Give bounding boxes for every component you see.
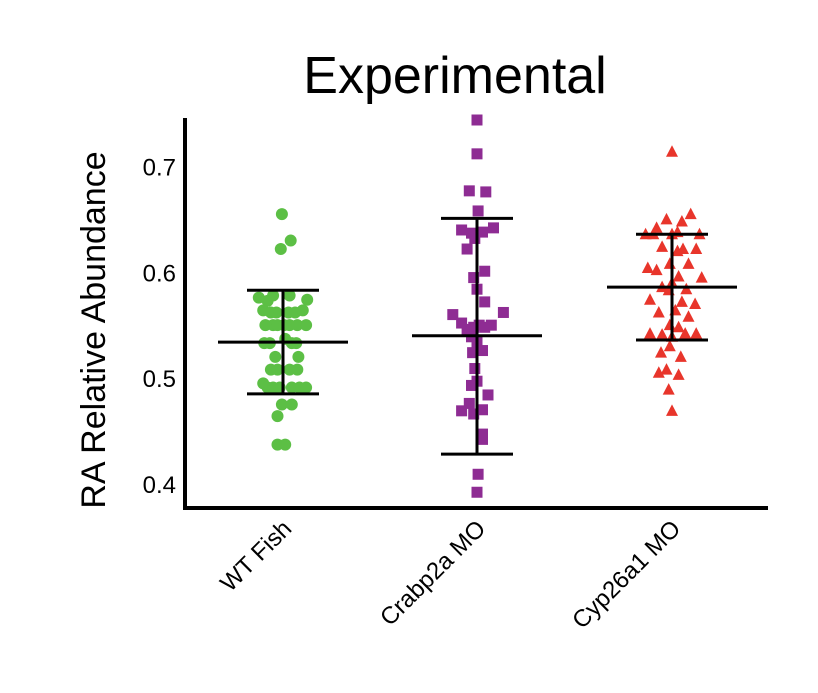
y-tick-label: 0.6: [143, 260, 176, 287]
data-point: [463, 185, 475, 197]
data-point: [662, 383, 675, 395]
data-point: [275, 398, 288, 411]
data-point: [300, 319, 313, 332]
data-point: [267, 289, 280, 302]
data-point: [672, 320, 685, 333]
data-point: [650, 263, 663, 276]
data-point: [477, 226, 488, 238]
data-point: [656, 328, 669, 340]
data-point: [291, 319, 304, 332]
data-point: [479, 321, 491, 333]
data-point: [472, 205, 484, 217]
data-point: [672, 368, 685, 380]
data-point: [660, 363, 673, 375]
data-point: [674, 350, 687, 362]
y-tick-label: 0.4: [143, 472, 176, 499]
data-point: [468, 272, 480, 284]
data-point: [675, 215, 688, 227]
data-point: [652, 305, 665, 318]
data-point: [471, 148, 483, 160]
data-point: [666, 404, 678, 416]
data-point: [469, 232, 481, 244]
data-point: [469, 363, 481, 375]
data-point: [300, 381, 313, 394]
data-point: [656, 240, 669, 252]
data-point: [291, 363, 304, 376]
data-point: [284, 234, 297, 247]
data-point: [456, 224, 468, 236]
data-point: [644, 327, 656, 339]
data-point: [479, 296, 491, 308]
y-axis-label: RA Relative Abundance: [75, 151, 113, 508]
data-point: [675, 295, 688, 307]
data-point: [682, 310, 695, 322]
data-point: [663, 339, 676, 352]
data-point: [269, 350, 282, 363]
data-point: [690, 242, 703, 255]
data-point: [690, 327, 703, 339]
data-point: [485, 319, 497, 331]
data-point: [663, 318, 676, 331]
data-point: [477, 433, 488, 445]
data-point: [644, 293, 656, 305]
x-category-label: WT Fish: [215, 515, 297, 597]
x-category-label: Cyp26a1 MO: [567, 515, 686, 634]
data-point: [477, 345, 488, 357]
data-point: [655, 346, 667, 358]
data-point: [275, 208, 288, 221]
x-axis-categories: WT Fish Crabp2a MO Cyp26a1 MO: [215, 515, 686, 634]
data-point: [283, 289, 296, 302]
data-point: [279, 438, 292, 451]
y-tick-label: 0.5: [143, 366, 176, 393]
data-point: [689, 297, 702, 310]
data-point: [463, 397, 475, 409]
data-point: [461, 243, 473, 255]
data-point: [466, 379, 477, 391]
data-point: [285, 398, 298, 411]
data-point: [482, 389, 494, 401]
data-point: [271, 410, 284, 423]
data-point: [468, 408, 480, 420]
data-point: [471, 486, 483, 498]
data-point: [679, 327, 692, 339]
y-axis-ticks: 0.4 0.5 0.6 0.7: [143, 155, 176, 499]
data-point: [296, 304, 309, 317]
data-point: [477, 404, 488, 416]
data-points: [252, 114, 708, 498]
data-point: [497, 306, 509, 318]
data-point: [447, 309, 459, 321]
data-point: [292, 350, 305, 363]
data-point: [270, 306, 283, 319]
data-point: [666, 145, 678, 157]
error-bars: [218, 216, 737, 456]
data-point: [456, 317, 468, 329]
data-point: [488, 222, 499, 234]
data-point: [641, 261, 654, 274]
data-point: [480, 186, 492, 198]
data-point: [479, 265, 491, 277]
data-point: [671, 244, 684, 257]
data-point: [301, 293, 314, 306]
chart-title: Experimental: [303, 47, 606, 105]
data-point: [684, 207, 697, 220]
data-point: [672, 270, 685, 282]
data-point: [682, 257, 695, 269]
data-point: [467, 347, 479, 359]
data-point: [471, 114, 483, 126]
data-point: [274, 243, 287, 256]
data-point: [271, 363, 284, 376]
data-point: [663, 257, 676, 269]
data-point: [652, 366, 665, 378]
data-point: [461, 323, 473, 335]
data-point: [472, 468, 484, 480]
data-point: [660, 212, 673, 225]
data-point: [456, 405, 468, 417]
y-tick-label: 0.7: [143, 155, 176, 182]
data-point: [695, 271, 708, 283]
x-category-label: Crabp2a MO: [375, 515, 491, 631]
